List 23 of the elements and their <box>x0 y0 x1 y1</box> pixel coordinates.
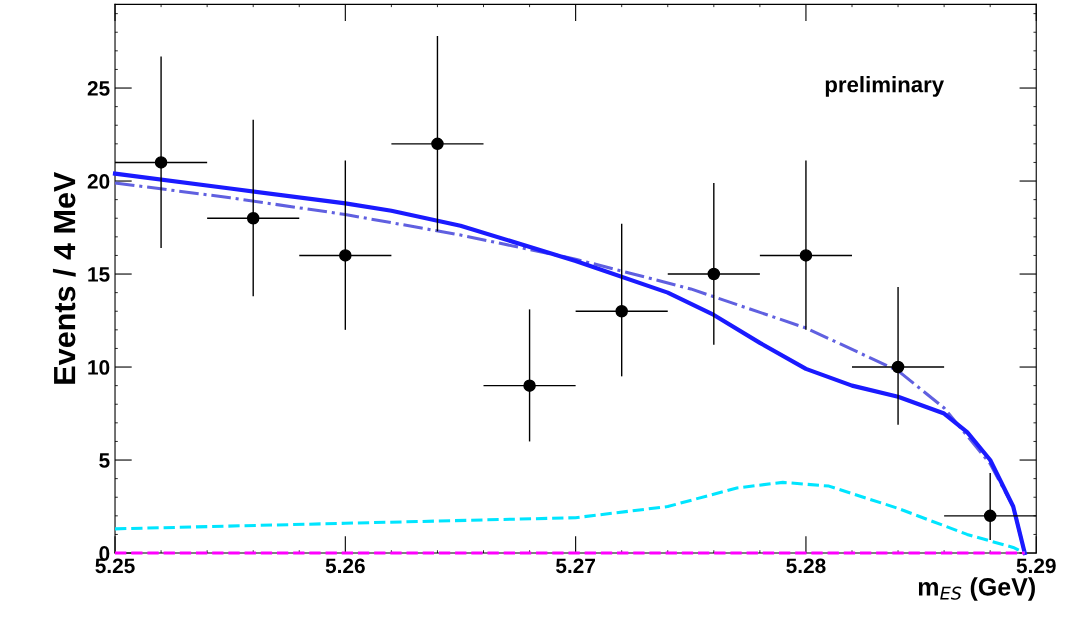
x-tick-label: 5.29 <box>1016 558 1056 574</box>
x-tick-label: 5.28 <box>786 558 826 574</box>
point <box>707 267 721 281</box>
point <box>339 249 352 262</box>
point <box>431 137 444 151</box>
point <box>983 509 997 523</box>
point <box>799 249 813 262</box>
y-tick-label: 10 <box>88 360 110 375</box>
y-tick-label: 15 <box>88 267 110 282</box>
point <box>246 211 260 225</box>
x-tick-label: 5.27 <box>556 558 595 574</box>
annotation: preliminary <box>825 76 945 97</box>
line-series <box>113 480 1027 555</box>
y-tick-label: 20 <box>87 174 110 189</box>
y-axis-title: Events / 4 MeV <box>52 171 76 384</box>
point <box>523 379 536 392</box>
x-axis-title: m$_{ES}$ (GeV) <box>918 577 1035 601</box>
x-tick-label: 5.26 <box>325 558 365 574</box>
point <box>615 304 628 318</box>
point <box>891 360 905 374</box>
y-tick-label: 25 <box>87 81 110 96</box>
y-tick-label: 5 <box>99 453 110 468</box>
point <box>154 156 168 169</box>
